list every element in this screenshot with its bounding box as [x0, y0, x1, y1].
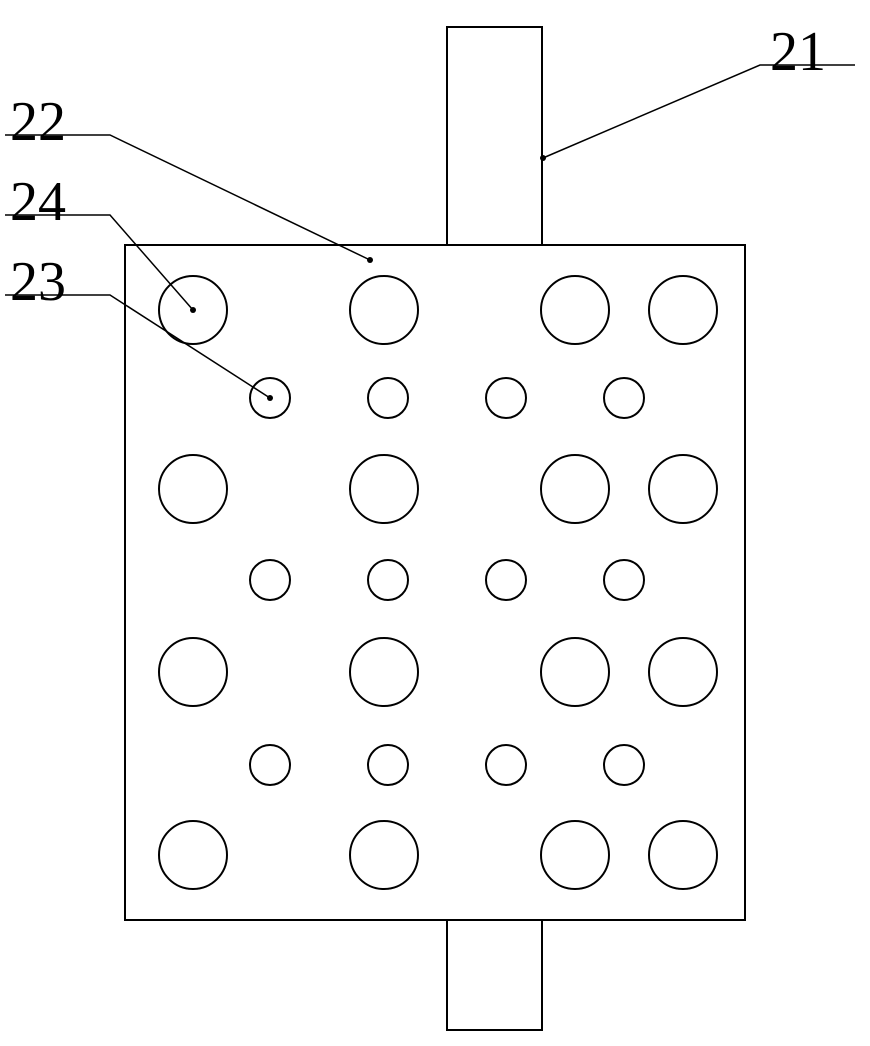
top-tab	[447, 27, 542, 245]
small-hole	[486, 560, 526, 600]
big-hole	[350, 821, 418, 889]
big-hole	[649, 821, 717, 889]
small-hole	[486, 378, 526, 418]
big-hole	[350, 455, 418, 523]
main-plate	[125, 245, 745, 920]
label-24: 24	[10, 171, 66, 233]
small-hole	[250, 745, 290, 785]
small-hole	[368, 745, 408, 785]
big-hole	[649, 276, 717, 344]
big-hole	[159, 638, 227, 706]
small-hole	[250, 560, 290, 600]
big-hole	[350, 276, 418, 344]
leader-dot-24	[190, 307, 196, 313]
labels-group: 21 22 23 24	[5, 21, 855, 401]
big-hole	[649, 455, 717, 523]
big-hole	[649, 638, 717, 706]
small-holes-group	[250, 378, 644, 785]
bottom-tab	[447, 920, 542, 1030]
small-hole	[368, 560, 408, 600]
big-hole	[541, 638, 609, 706]
big-hole	[541, 276, 609, 344]
small-hole	[368, 378, 408, 418]
big-hole	[541, 821, 609, 889]
leader-dot-23	[267, 395, 273, 401]
label-22: 22	[10, 91, 66, 153]
big-hole	[159, 455, 227, 523]
big-hole	[159, 821, 227, 889]
technical-diagram: 21 22 23 24	[0, 0, 870, 1046]
leader-dot-21	[540, 155, 546, 161]
label-21: 21	[770, 21, 826, 83]
big-holes-group	[159, 276, 717, 889]
label-23: 23	[10, 251, 66, 313]
leader-dot-22	[367, 257, 373, 263]
small-hole	[604, 378, 644, 418]
small-hole	[604, 560, 644, 600]
small-hole	[486, 745, 526, 785]
big-hole	[541, 455, 609, 523]
big-hole	[350, 638, 418, 706]
small-hole	[604, 745, 644, 785]
